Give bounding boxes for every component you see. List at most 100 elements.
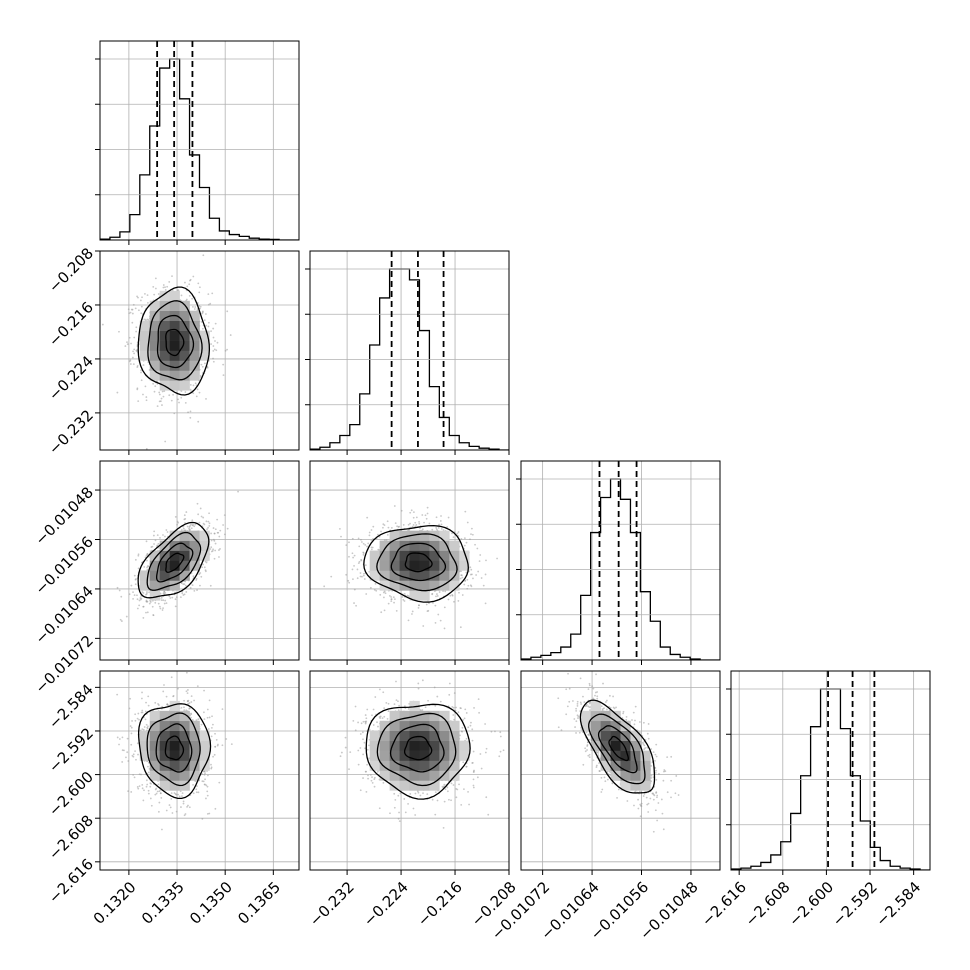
scatter-point xyxy=(200,363,203,366)
scatter-point xyxy=(129,311,132,314)
scatter-point xyxy=(190,713,193,716)
scatter-point xyxy=(188,806,191,809)
scatter-point xyxy=(368,744,370,747)
scatter-point xyxy=(368,757,370,760)
scatter-point xyxy=(139,598,142,601)
scatter-point xyxy=(389,812,391,815)
scatter-point xyxy=(195,395,198,398)
scatter-point xyxy=(436,593,438,595)
density-cell xyxy=(139,740,151,751)
scatter-point xyxy=(654,809,657,812)
density-cell xyxy=(409,750,420,761)
density-cell xyxy=(379,770,390,781)
scatter-point xyxy=(164,286,166,289)
scatter-point xyxy=(351,537,354,540)
scatter-point xyxy=(205,561,208,564)
scatter-point xyxy=(132,303,135,306)
scatter-point xyxy=(208,524,211,527)
scatter-point xyxy=(143,726,146,728)
scatter-point xyxy=(134,578,137,580)
density-cell xyxy=(399,780,410,791)
scatter-point xyxy=(423,521,425,524)
scatter-point xyxy=(218,781,221,784)
scatter-point xyxy=(190,695,193,697)
scatter-point xyxy=(170,676,173,679)
scatter-point xyxy=(443,606,446,609)
scatter-point xyxy=(373,778,376,781)
density-cell xyxy=(149,720,160,731)
scatter-point xyxy=(646,732,649,735)
density-cell xyxy=(409,730,420,741)
scatter-point xyxy=(360,559,363,562)
scatter-point xyxy=(459,626,462,629)
density-cell xyxy=(199,740,210,751)
scatter-point xyxy=(452,784,455,786)
scatter-point xyxy=(192,384,195,387)
scatter-point xyxy=(440,528,443,530)
scatter-point xyxy=(675,775,678,777)
scatter-point xyxy=(654,759,656,762)
contour-level-3 xyxy=(579,699,656,794)
scatter-point xyxy=(404,811,407,814)
scatter-point xyxy=(126,737,129,740)
density-cell xyxy=(449,750,460,761)
scatter-point xyxy=(172,695,175,698)
scatter-point xyxy=(136,786,139,788)
density-cell xyxy=(179,540,190,551)
scatter-point xyxy=(591,685,594,688)
scatter-point xyxy=(467,726,470,729)
scatter-point xyxy=(654,753,657,756)
scatter-point xyxy=(460,804,463,806)
scatter-point xyxy=(164,440,167,443)
scatter-point xyxy=(154,793,157,796)
scatter-point xyxy=(186,525,189,528)
scatter-point xyxy=(201,818,204,820)
scatter-point xyxy=(203,718,206,721)
scatter-point xyxy=(351,568,354,571)
scatter-point xyxy=(145,396,148,398)
density-cell xyxy=(159,290,170,302)
contour-level-2 xyxy=(146,712,201,787)
scatter-point xyxy=(357,763,360,766)
density-cell xyxy=(409,560,420,571)
scatter-point xyxy=(134,583,137,586)
scatter-point xyxy=(397,526,400,528)
scatter-point xyxy=(647,723,650,725)
scatter-point xyxy=(587,754,590,757)
density-cell xyxy=(459,560,470,571)
scatter-point xyxy=(451,705,454,708)
scatter-point xyxy=(211,549,214,552)
scatter-point xyxy=(647,737,650,740)
scatter-point xyxy=(189,525,191,527)
scatter-point xyxy=(394,522,397,524)
scatter-point xyxy=(353,554,356,557)
scatter-point xyxy=(652,751,655,754)
scatter-point xyxy=(145,611,147,614)
density-shading-3-2 xyxy=(580,700,651,791)
scatter-point xyxy=(210,343,212,345)
scatter-point xyxy=(145,779,148,782)
scatter-point xyxy=(452,706,455,709)
scatter-point xyxy=(650,748,653,750)
scatter-point xyxy=(657,802,660,804)
scatter-point xyxy=(199,374,202,377)
scatter-point xyxy=(212,755,214,758)
scatter-point xyxy=(127,790,129,793)
density-cell xyxy=(149,760,160,771)
scatter-point xyxy=(463,544,466,547)
scatter-point xyxy=(218,556,220,558)
contour-level-0 xyxy=(165,328,185,357)
scatter-point xyxy=(436,695,439,698)
density-cell xyxy=(419,530,430,541)
scatter-point xyxy=(580,703,583,705)
scatter-point xyxy=(201,312,204,315)
scatter-point xyxy=(595,764,598,767)
scatter-point xyxy=(193,525,196,528)
scatter-point xyxy=(213,532,216,535)
scatter-point xyxy=(395,680,397,683)
scatter-point xyxy=(136,388,139,391)
scatter-point xyxy=(196,685,199,688)
contour-level-3 xyxy=(137,703,212,800)
scatter-point xyxy=(206,708,209,711)
density-cell xyxy=(389,580,400,591)
